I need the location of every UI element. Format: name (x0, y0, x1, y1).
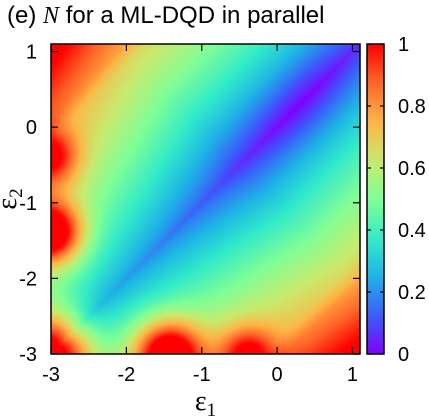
x-tick-label: 0 (272, 364, 283, 386)
colorbar-tick-label: 0.2 (398, 282, 426, 304)
x-tick-label: -3 (42, 364, 60, 386)
y-tick-label: 1 (26, 42, 37, 64)
plot-frame (50, 43, 361, 355)
x-axis-label-main: ε (195, 386, 207, 417)
y-tick-label: 0 (26, 117, 37, 139)
y-axis-label: ε2 (0, 188, 27, 209)
colorbar-tick-label: 0.4 (398, 220, 426, 242)
title-prefix: (e) (7, 2, 37, 29)
colorbar-tick-label: 0 (398, 344, 409, 366)
y-tick-label: -2 (19, 268, 37, 290)
colorbar: 1 0.8 0.6 0.4 0.2 0 (366, 34, 426, 366)
x-tick-label: 1 (347, 364, 358, 386)
x-axis-label-sub: 1 (207, 400, 217, 419)
y-axis-label-sub: 2 (6, 188, 27, 198)
chart-title: (e) N for a ML-DQD in parallel (7, 2, 324, 30)
colorbar-gradient (367, 44, 384, 354)
colorbar-frame (366, 43, 385, 355)
y-axis-ticks: 1 0 -1 -2 -3 (19, 42, 360, 366)
colorbar-ticks: 1 0.8 0.6 0.4 0.2 0 (367, 34, 426, 366)
y-axis-label-main: ε (0, 198, 23, 210)
title-rest: for a ML-DQD in parallel (65, 2, 325, 29)
x-axis-label: ε1 (195, 386, 216, 419)
y-tick-label: -3 (19, 344, 37, 366)
colorbar-tick-label: 1 (398, 34, 409, 56)
colorbar-tick-label: 0.8 (398, 96, 426, 118)
title-symbol: N (43, 3, 60, 29)
plot-area: -3 -2 -1 0 1 1 0 -1 -2 -3 (19, 42, 361, 386)
y-tick-label: -1 (19, 193, 37, 215)
colorbar-tick-label: 0.6 (398, 158, 426, 180)
x-tick-label: -2 (117, 364, 135, 386)
heatmap-image (51, 44, 360, 354)
x-tick-label: -1 (193, 364, 211, 386)
x-axis-ticks: -3 -2 -1 0 1 (42, 44, 358, 386)
